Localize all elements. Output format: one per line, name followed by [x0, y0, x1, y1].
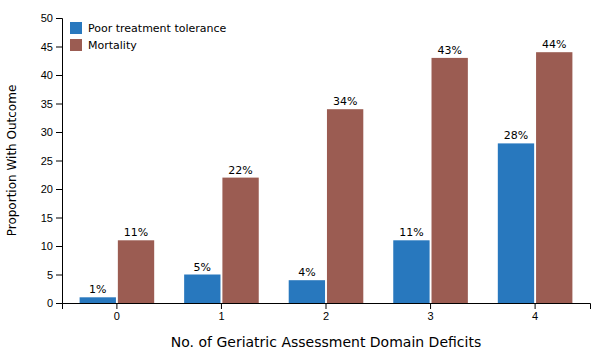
tick-label: 4 [532, 310, 538, 322]
y-axis: 0 5 10 15 20 25 30 35 40 45 50 [41, 12, 63, 309]
data-labels: 1% 5% 4% 11% 28% 11% 22% 34% 43% 44% [89, 38, 566, 296]
tick-mark [535, 303, 536, 309]
tick-mark [56, 246, 62, 247]
data-label: 22% [228, 164, 252, 177]
bar [80, 297, 116, 303]
bar [498, 143, 534, 303]
tick-label: 1 [218, 310, 224, 322]
tick: 25 [41, 155, 62, 167]
tick: 40 [41, 69, 62, 81]
tick-mark [56, 132, 62, 133]
tick-mark [326, 303, 327, 309]
legend: Poor treatment tolerance Mortality [70, 22, 227, 52]
tick-mark [430, 303, 431, 309]
data-label: 11% [124, 226, 148, 239]
tick: 4 [532, 303, 538, 322]
tick-label: 30 [41, 126, 53, 138]
data-label: 28% [504, 129, 528, 142]
x-axis: 0 1 2 3 4 [63, 303, 591, 322]
chart: 1%5%4%11%28%11%22%34%43%44%0510152025303… [0, 0, 605, 361]
tick: 5 [47, 269, 62, 281]
axis-line [63, 304, 591, 310]
tick: 10 [41, 240, 62, 252]
tick-mark [221, 303, 222, 309]
tick-mark [56, 218, 62, 219]
tick: 35 [41, 98, 62, 110]
tick-label: 50 [41, 12, 53, 24]
tick: 1 [218, 303, 224, 322]
tick-mark [56, 75, 62, 76]
tick-mark [56, 47, 62, 48]
data-label: 34% [333, 95, 357, 108]
bar [393, 240, 429, 303]
bar [184, 275, 220, 304]
tick: 0 [114, 303, 120, 322]
plot: 1%5%4%11%28%11%22%34%43%44%0510152025303… [41, 12, 591, 322]
legend-swatch [70, 22, 82, 34]
bar [327, 109, 363, 303]
data-label: 1% [89, 283, 106, 296]
tick-mark [56, 303, 62, 304]
x-axis-title: No. of Geriatric Assessment Domain Defic… [171, 334, 481, 350]
bars [80, 52, 573, 303]
tick-label: 0 [114, 310, 120, 322]
tick-label: 0 [47, 297, 53, 309]
legend-swatch [70, 39, 82, 51]
tick-mark [116, 303, 117, 309]
tick-mark [56, 18, 62, 19]
bar [289, 280, 325, 303]
tick-mark [56, 275, 62, 276]
tick-label: 20 [41, 183, 53, 195]
tick: 30 [41, 126, 62, 138]
data-label: 5% [194, 261, 211, 274]
tick-mark [56, 189, 62, 190]
data-label: 4% [298, 266, 315, 279]
tick: 3 [427, 303, 433, 322]
bar [118, 240, 154, 303]
data-label: 43% [437, 44, 461, 57]
tick-mark [56, 161, 62, 162]
tick-label: 25 [41, 155, 53, 167]
tick-mark [56, 104, 62, 105]
legend-item: Poor treatment tolerance [70, 22, 227, 35]
tick-label: 40 [41, 69, 53, 81]
data-label: 44% [542, 38, 566, 51]
tick-label: 2 [323, 310, 329, 322]
y-axis-title: Proportion With Outcome [5, 85, 19, 237]
legend-label: Mortality [88, 39, 137, 52]
tick-label: 45 [41, 41, 53, 53]
axis-line [56, 19, 63, 304]
bar [222, 178, 258, 303]
tick-label: 5 [47, 269, 53, 281]
legend-item: Mortality [70, 39, 137, 52]
data-label: 11% [399, 226, 423, 239]
tick: 15 [41, 212, 62, 224]
tick: 50 [41, 12, 62, 24]
legend-label: Poor treatment tolerance [88, 22, 227, 35]
tick: 20 [41, 183, 62, 195]
tick: 2 [323, 303, 329, 322]
tick-label: 15 [41, 212, 53, 224]
bar [432, 58, 468, 303]
bar [536, 52, 572, 303]
tick: 0 [47, 297, 62, 309]
bar-series [118, 52, 573, 303]
tick-label: 3 [427, 310, 433, 322]
tick: 45 [41, 41, 62, 53]
tick-label: 35 [41, 98, 53, 110]
tick-label: 10 [41, 240, 53, 252]
